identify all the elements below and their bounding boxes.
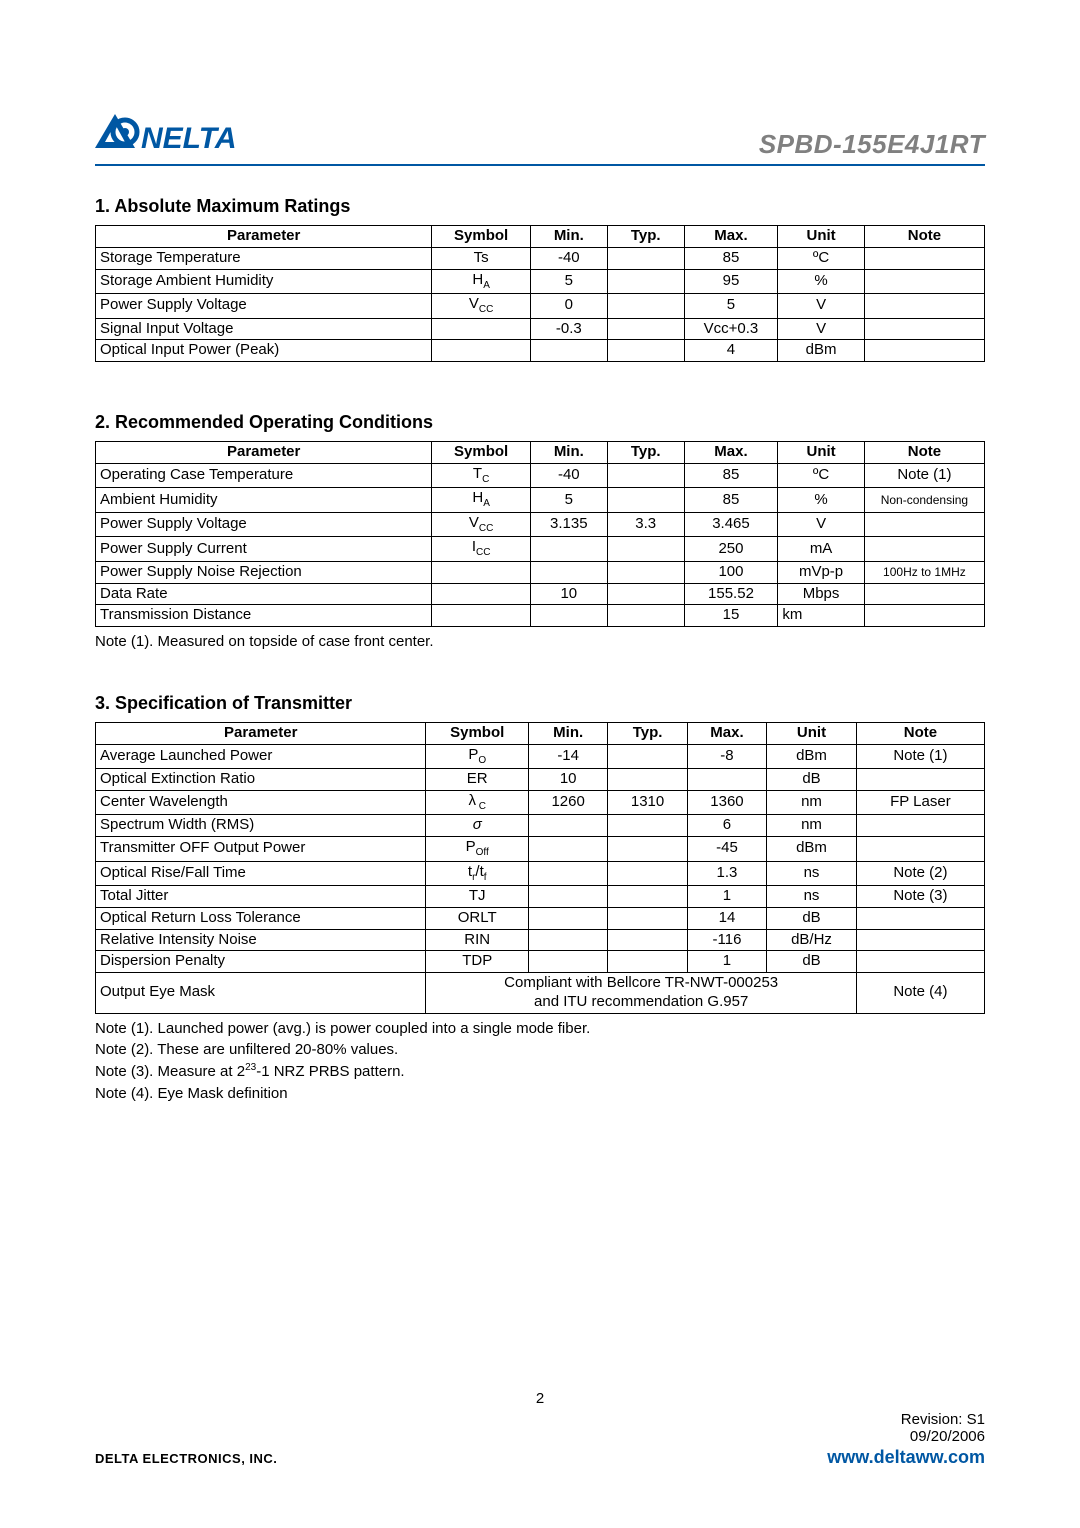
table-row: Transmitter OFF Output PowerPOff-45dBm bbox=[96, 837, 985, 862]
table-row: Data Rate10155.52Mbps bbox=[96, 583, 985, 605]
table-row: Relative Intensity NoiseRIN-116dB/Hz bbox=[96, 929, 985, 951]
table2-note: Note (1). Measured on topside of case fr… bbox=[95, 631, 985, 653]
table-row: Power Supply Noise Rejection100mVp-p100H… bbox=[96, 561, 985, 583]
table-absolute-max: Parameter Symbol Min. Typ. Max. Unit Not… bbox=[95, 225, 985, 362]
table-row: Optical Rise/Fall Timetr/tf1.3nsNote (2) bbox=[96, 861, 985, 886]
table-header-row: ParameterSymbolMin.Typ.Max.UnitNote bbox=[96, 722, 985, 744]
section-transmitter-spec: 3. Specification of Transmitter Paramete… bbox=[95, 693, 985, 1105]
table-row: Dispersion PenaltyTDP1dB bbox=[96, 951, 985, 973]
table-row: Optical Return Loss ToleranceORLT14dB bbox=[96, 907, 985, 929]
table-row: Storage Ambient HumidityHA595% bbox=[96, 269, 985, 294]
table-operating-conditions: ParameterSymbolMin.Typ.Max.UnitNote Oper… bbox=[95, 441, 985, 627]
section-absolute-max: 1. Absolute Maximum Ratings Parameter Sy… bbox=[95, 196, 985, 362]
table-row: Operating Case TemperatureTC-4085ºCNote … bbox=[96, 463, 985, 488]
delta-logo: NELTA bbox=[95, 110, 295, 162]
table-row: Optical Extinction RatioER10dB bbox=[96, 769, 985, 791]
table-transmitter-spec: ParameterSymbolMin.Typ.Max.UnitNote Aver… bbox=[95, 722, 985, 1014]
table-row: Optical Input Power (Peak)4dBm bbox=[96, 340, 985, 362]
table-row: Signal Input Voltage-0.3Vcc+0.3V bbox=[96, 318, 985, 340]
th-parameter: Parameter bbox=[96, 226, 432, 248]
revision-text: Revision: S1 bbox=[901, 1411, 985, 1428]
table-row: Power Supply CurrentICC250mA bbox=[96, 537, 985, 562]
table3-notes: Note (1). Launched power (avg.) is power… bbox=[95, 1018, 985, 1105]
table-row: Ambient HumidityHA585%Non-condensing bbox=[96, 488, 985, 513]
th-symbol: Symbol bbox=[432, 226, 531, 248]
table-row: Average Launched PowerPO-14-8dBmNote (1) bbox=[96, 744, 985, 769]
th-typ: Typ. bbox=[607, 226, 684, 248]
th-unit: Unit bbox=[778, 226, 864, 248]
section-title: 1. Absolute Maximum Ratings bbox=[95, 196, 985, 217]
website-url: www.deltaww.com bbox=[827, 1447, 985, 1468]
svg-text:NELTA: NELTA bbox=[141, 122, 237, 155]
section-operating-conditions: 2. Recommended Operating Conditions Para… bbox=[95, 412, 985, 653]
table-row: Transmission Distance15km bbox=[96, 605, 985, 627]
table-header-row: ParameterSymbolMin.Typ.Max.UnitNote bbox=[96, 442, 985, 464]
page-header: NELTA SPBD-155E4J1RT bbox=[95, 110, 985, 166]
table-row: Power Supply VoltageVCC05V bbox=[96, 294, 985, 319]
company-name: DELTA ELECTRONICS, INC. bbox=[95, 1451, 277, 1466]
page-footer: 2 Revision: S1 09/20/2006 DELTA ELECTRON… bbox=[95, 1390, 985, 1468]
table-row: Center Wavelengthλ C126013101360nmFP Las… bbox=[96, 790, 985, 815]
th-max: Max. bbox=[684, 226, 778, 248]
date-text: 09/20/2006 bbox=[910, 1428, 985, 1445]
table-row: Output Eye Mask Compliant with Bellcore … bbox=[96, 973, 985, 1014]
table-row: Storage TemperatureTs-4085ºC bbox=[96, 247, 985, 269]
th-note: Note bbox=[864, 226, 984, 248]
section-title: 2. Recommended Operating Conditions bbox=[95, 412, 985, 433]
table-row: Power Supply VoltageVCC3.1353.33.465V bbox=[96, 512, 985, 537]
table-row: Total JitterTJ1nsNote (3) bbox=[96, 886, 985, 908]
table-row: Spectrum Width (RMS)σ6nm bbox=[96, 815, 985, 837]
th-min: Min. bbox=[530, 226, 607, 248]
table-header-row: Parameter Symbol Min. Typ. Max. Unit Not… bbox=[96, 226, 985, 248]
part-number: SPBD-155E4J1RT bbox=[759, 129, 985, 162]
section-title: 3. Specification of Transmitter bbox=[95, 693, 985, 714]
page-number: 2 bbox=[95, 1390, 985, 1407]
